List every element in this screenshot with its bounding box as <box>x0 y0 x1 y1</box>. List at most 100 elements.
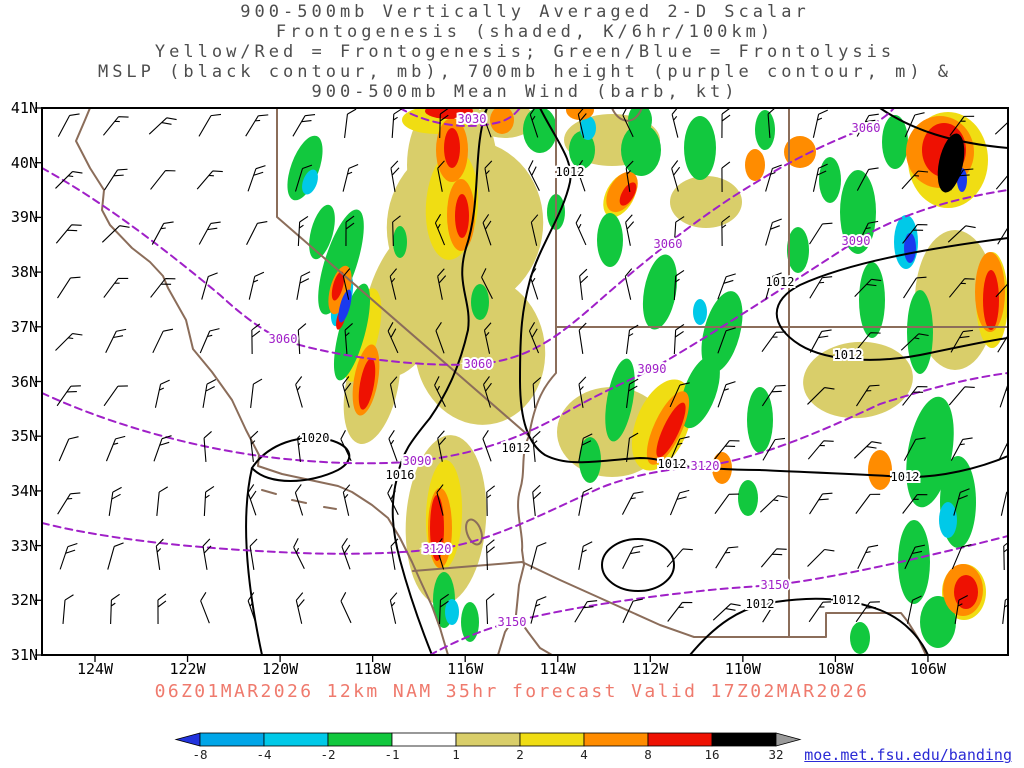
shading-blob-red <box>619 182 637 206</box>
mslp-contour-label: 1012 <box>658 457 687 471</box>
shading-blob-green <box>471 284 489 320</box>
shading-blob-green <box>906 396 954 508</box>
wind-barb <box>296 269 311 302</box>
path-shape <box>775 237 1008 361</box>
path-shape <box>518 108 1008 479</box>
wind-barb <box>715 542 739 573</box>
height-contour-label: 3120 <box>691 459 720 473</box>
height-contour-label: 3060 <box>464 357 493 371</box>
lat-tick-label: 33N <box>10 536 38 555</box>
lat-tick-label: 37N <box>10 317 38 336</box>
height-contour-label: 3090 <box>638 362 667 376</box>
wind-barb <box>531 430 544 463</box>
title-line-2: Frontogenesis (shaded, K/6hr/100km) <box>275 22 775 42</box>
colorbar: -8 -4 -2 -1 1 2 4 8 16 32 <box>174 732 802 762</box>
mslp-contour-label: 1016 <box>386 468 415 482</box>
lat-tick-label: 32N <box>10 591 38 610</box>
shading-blob-green <box>755 110 775 150</box>
wind-barb <box>717 378 737 411</box>
wind-barb <box>667 597 693 627</box>
wind-barb <box>761 326 787 357</box>
wind-barb <box>765 216 783 249</box>
wind-barb <box>578 268 591 301</box>
wind-barb <box>388 592 404 625</box>
wind-barb <box>105 325 127 357</box>
wind-barb <box>670 108 687 139</box>
height-contour-label: 3060 <box>654 237 683 251</box>
wind-barb <box>344 108 357 140</box>
path-shape <box>245 467 263 655</box>
wind-barb <box>246 217 268 249</box>
path-shape <box>42 108 895 366</box>
mslp-contour-label: 1012 <box>502 441 531 455</box>
wind-barb <box>54 328 83 357</box>
wind-barb <box>245 591 264 624</box>
shading-blob-green <box>680 355 720 429</box>
wind-barb <box>152 325 174 357</box>
wind-barb <box>294 592 311 625</box>
lon-tick-label: 110W <box>724 660 761 678</box>
path-shape <box>42 189 1008 465</box>
colorbar-label: -4 <box>256 747 271 762</box>
path-shape <box>250 436 351 482</box>
wind-barb <box>250 377 263 410</box>
shading-blob-green <box>701 291 743 373</box>
contour-labels-layer: 3030 3060 3060 3060 3060 3090 3090 3090 3120 3120… <box>267 110 922 631</box>
shading-blob-red <box>656 402 686 458</box>
california-coastline <box>75 108 449 655</box>
lon-tick-label: 124W <box>76 660 114 678</box>
mslp-contours-layer <box>245 108 1008 655</box>
shading-blob-green <box>579 437 601 483</box>
wind-barb <box>62 593 75 626</box>
lon-tick-label: 108W <box>817 660 854 678</box>
lat-tick-label: 39N <box>10 208 38 227</box>
shading-blob-red <box>455 194 469 238</box>
colorbar-cell <box>391 732 457 747</box>
wind-barb <box>625 323 639 356</box>
shading-blob-red <box>358 358 376 410</box>
wind-barb <box>759 491 789 519</box>
wind-barb <box>531 484 544 517</box>
height-contour-label: 3150 <box>498 615 527 629</box>
lat-tick-label: 36N <box>10 372 38 391</box>
shading-blob-green <box>628 108 652 136</box>
wind-barb <box>197 591 218 624</box>
wind-barb <box>337 591 359 624</box>
wind-barb <box>808 596 834 627</box>
shading-blob-orange <box>566 108 594 120</box>
wind-barb <box>56 272 82 303</box>
height-contour-label: 3150 <box>761 578 790 592</box>
wind-barb <box>102 111 130 141</box>
lat-tick-label: 35N <box>10 427 38 446</box>
mslp-contour-label: 1012 <box>834 348 863 362</box>
colorbar-cell <box>327 732 393 747</box>
lon-tick-label: 114W <box>539 660 576 678</box>
shading-blob-red <box>331 271 345 301</box>
title-line-5: 900-500mb Mean Wind (barb, kt) <box>311 82 739 102</box>
credit-link[interactable]: moe.met.fsu.edu/banding <box>804 746 1012 764</box>
wind-barb <box>247 162 267 195</box>
wind-barb <box>292 109 316 141</box>
lat-tick-label: 41N <box>10 99 38 117</box>
colorbar-left-arrow <box>174 732 201 747</box>
gulf-of-california-coast <box>497 564 553 655</box>
path-shape <box>391 108 488 655</box>
chart-title-block: 900-500mb Vertically Averaged 2-D Scalar… <box>42 2 1008 102</box>
shading-blob-green <box>597 213 623 267</box>
wind-barb <box>486 485 496 517</box>
wind-barb <box>248 538 263 571</box>
shading-blob-black <box>937 133 965 193</box>
wind-barb <box>623 214 639 247</box>
wind-barb <box>103 164 129 195</box>
wind-barb <box>806 544 835 573</box>
mslp-contour-label: 1012 <box>746 597 775 611</box>
wind-barb <box>58 432 80 465</box>
shading-blob-cyan <box>445 599 459 625</box>
path-shape <box>689 597 929 655</box>
colorbar-cell <box>583 732 649 747</box>
colorbar-cell <box>711 732 777 747</box>
title-line-1: 900-500mb Vertically Averaged 2-D Scalar <box>240 2 810 22</box>
colorbar-label: 1 <box>452 747 460 762</box>
wind-barb <box>59 540 78 573</box>
